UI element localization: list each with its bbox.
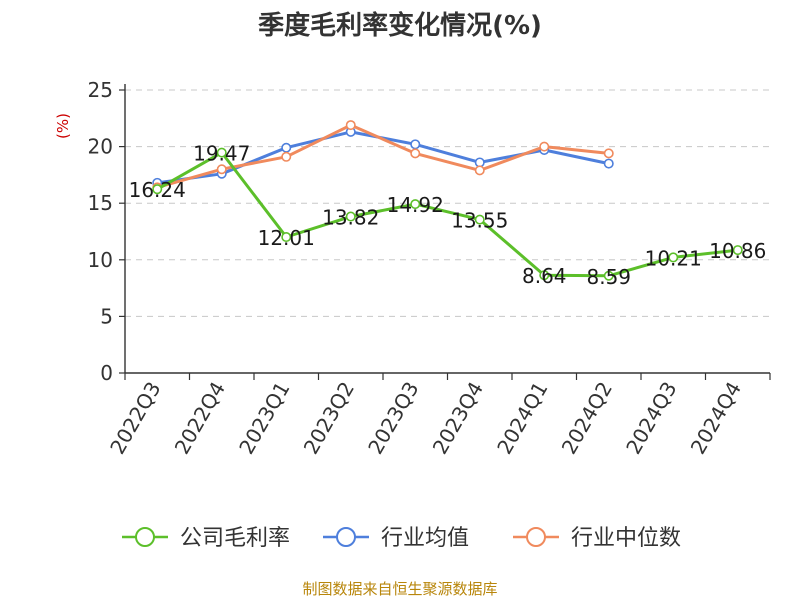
x-tick-label: 2023Q1 [234, 378, 294, 459]
data-label: 12.01 [258, 226, 315, 250]
legend: 公司毛利率 行业均值 行业中位数 [122, 526, 681, 551]
data-label: 19.47 [193, 142, 250, 166]
data-point [410, 139, 421, 150]
legend-label: 行业均值 [381, 526, 469, 551]
series-line [156, 151, 738, 278]
x-tick-label: 2023Q2 [299, 378, 359, 459]
data-label: 10.21 [645, 246, 702, 270]
data-point [345, 120, 356, 131]
y-tick-label: 25 [88, 78, 113, 102]
data-label: 13.82 [322, 206, 379, 230]
data-point [281, 151, 292, 162]
data-point [539, 270, 550, 281]
data-point [216, 147, 227, 158]
data-point [410, 199, 421, 210]
data-point [539, 141, 550, 152]
data-point [668, 252, 679, 263]
y-tick-label: 0 [100, 361, 113, 385]
data-point [345, 211, 356, 222]
x-tick-label: 2024Q1 [492, 378, 552, 459]
data-label: 16.24 [129, 178, 186, 202]
data-point [281, 142, 292, 153]
legend-marker [526, 527, 546, 547]
data-point [216, 164, 227, 175]
legend-label: 公司毛利率 [180, 526, 290, 551]
x-tick-labels: 2022Q3 2022Q4 2023Q1 2023Q2 2023Q3 2023Q4 2024… [105, 378, 746, 459]
data-point [281, 232, 292, 243]
y-tick-label: 20 [88, 135, 113, 159]
y-tick-label: 15 [88, 191, 113, 215]
x-tick-label: 2022Q4 [170, 378, 230, 459]
data-point [410, 148, 421, 159]
x-tick-label: 2024Q4 [686, 378, 746, 459]
series-lines [152, 120, 743, 281]
x-tick-label: 2024Q2 [557, 378, 617, 459]
grid-lines [125, 89, 770, 317]
legend-marker [336, 527, 356, 547]
x-tick-label: 2024Q3 [621, 378, 681, 459]
source-note: 制图数据来自恒生聚源数据库 [302, 580, 497, 598]
axes [119, 84, 771, 380]
y-tick-labels: 0 5 10 15 20 25 [88, 78, 113, 385]
x-tick-label: 2022Q3 [105, 378, 165, 459]
x-tick-label: 2023Q3 [363, 378, 423, 459]
data-label: 13.55 [451, 209, 508, 233]
data-label: 8.59 [586, 265, 631, 289]
y-tick-label: 5 [100, 304, 113, 328]
y-axis-label: (%) [54, 113, 72, 139]
data-point [603, 158, 614, 169]
data-point [603, 148, 614, 159]
x-tick-label: 2023Q4 [428, 378, 488, 459]
legend-label: 行业中位数 [571, 526, 681, 551]
chart-title: 季度毛利率变化情况(%) [258, 10, 542, 41]
data-labels: 16.24 19.47 12.01 13.82 14.92 13.55 8.64 8.59 10… [129, 142, 767, 289]
y-tick-label: 10 [88, 248, 113, 272]
data-label: 10.86 [709, 239, 766, 263]
data-label: 14.92 [387, 193, 444, 217]
data-point [732, 245, 743, 256]
data-point [603, 270, 614, 281]
data-point [474, 214, 485, 225]
data-point [474, 165, 485, 176]
legend-marker [135, 527, 155, 547]
data-point [152, 184, 163, 195]
data-label: 8.64 [522, 264, 567, 288]
